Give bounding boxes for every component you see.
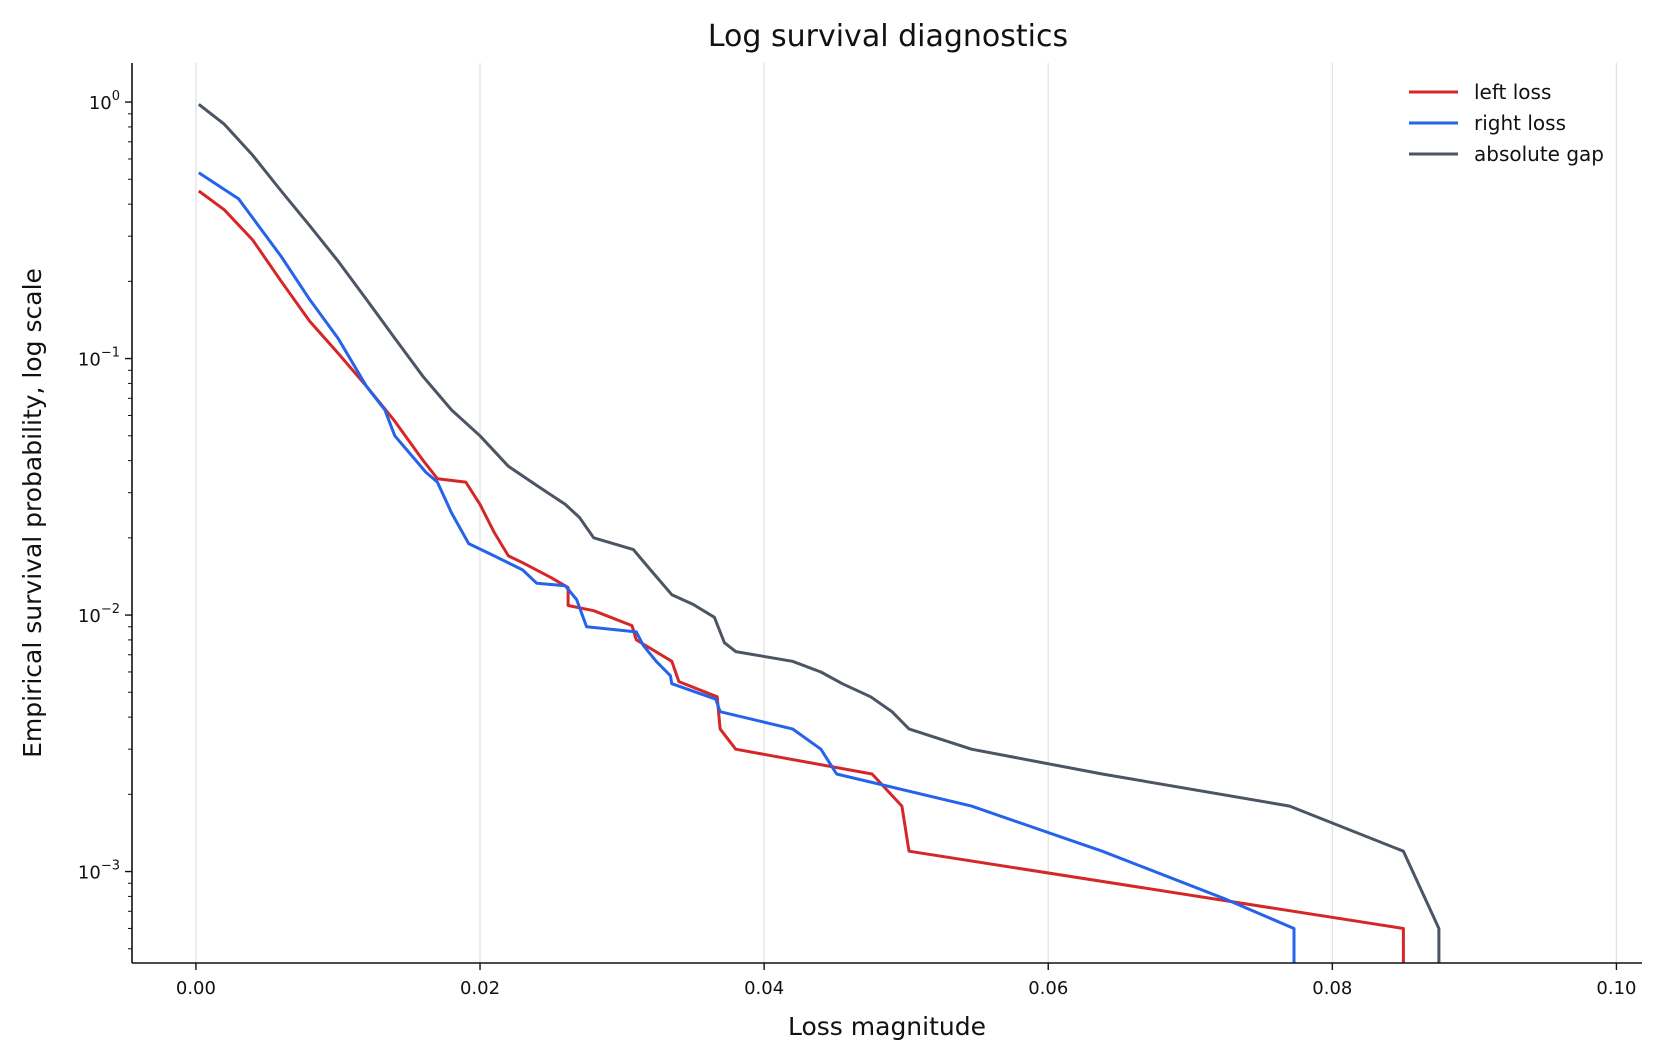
y-tick-exponent: −2 [101, 602, 120, 617]
legend-label-absolute-gap: absolute gap [1474, 142, 1604, 166]
series-line-left-loss [197, 189, 1405, 963]
x-tick-label: 0.00 [176, 978, 216, 999]
chart-title: Log survival diagnostics [708, 19, 1068, 54]
legend: left loss right loss absolute gap [1409, 80, 1604, 166]
y-tick-base: 10 [89, 93, 112, 114]
axes [131, 63, 1642, 964]
series-line-right-loss [197, 171, 1296, 963]
y-tick-base: 10 [78, 606, 101, 627]
series-lines [197, 103, 1441, 963]
legend-label-left-loss: left loss [1474, 80, 1551, 104]
x-tick-label: 0.10 [1596, 978, 1636, 999]
x-ticks: 0.00 0.02 0.04 0.06 0.08 0.10 [176, 963, 1636, 999]
y-tick-exponent: −3 [101, 859, 120, 874]
series-line-absolute-gap [197, 103, 1441, 963]
y-axis-label: Empirical survival probability, log scal… [18, 268, 47, 758]
x-tick-label: 0.04 [744, 978, 784, 999]
y-tick-label: 10−3 [78, 859, 120, 884]
x-tick-label: 0.06 [1028, 978, 1068, 999]
y-tick-label: 100 [89, 89, 120, 114]
grid [195, 63, 1618, 963]
x-tick-label: 0.08 [1312, 978, 1352, 999]
x-axis-label: Loss magnitude [788, 1012, 986, 1041]
y-tick-label: 10−2 [78, 602, 120, 627]
y-tick-base: 10 [78, 350, 101, 371]
y-tick-base: 10 [78, 863, 101, 884]
y-tick-label: 10−1 [78, 346, 120, 371]
legend-label-right-loss: right loss [1474, 111, 1566, 135]
x-tick-label: 0.02 [460, 978, 500, 999]
y-tick-exponent: 0 [112, 89, 120, 104]
y-tick-exponent: −1 [101, 346, 120, 361]
